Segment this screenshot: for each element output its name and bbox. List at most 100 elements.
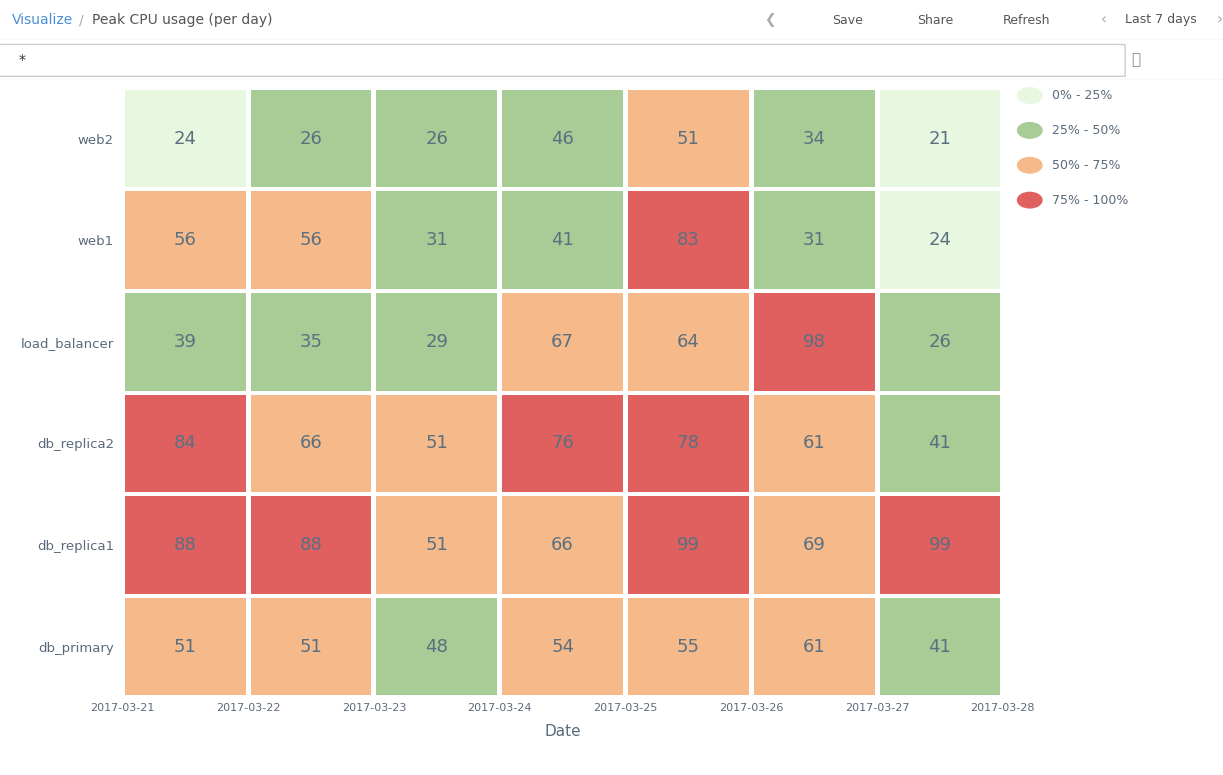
- Bar: [251, 90, 372, 188]
- Bar: [251, 394, 372, 492]
- Bar: [627, 191, 748, 289]
- Text: 55: 55: [676, 638, 700, 656]
- Bar: [125, 90, 246, 188]
- Text: ‹: ‹: [1101, 12, 1107, 27]
- Text: 54: 54: [552, 638, 574, 656]
- Text: 41: 41: [928, 435, 951, 453]
- Text: 26: 26: [928, 332, 951, 351]
- Bar: [125, 598, 246, 695]
- Text: *: *: [18, 53, 26, 67]
- Text: 34: 34: [802, 129, 826, 147]
- Text: ›: ›: [1217, 12, 1223, 27]
- Text: 78: 78: [678, 435, 700, 453]
- Bar: [879, 191, 1000, 289]
- Bar: [753, 496, 874, 594]
- Bar: [627, 293, 748, 391]
- Text: 88: 88: [300, 536, 323, 554]
- Text: 66: 66: [300, 435, 323, 453]
- Text: 31: 31: [426, 231, 448, 250]
- Text: 🔍: 🔍: [1131, 53, 1140, 67]
- Text: 51: 51: [678, 129, 700, 147]
- Text: 26: 26: [300, 129, 323, 147]
- Text: 88: 88: [174, 536, 197, 554]
- Text: 51: 51: [174, 638, 197, 656]
- Text: 69: 69: [802, 536, 826, 554]
- Text: 64: 64: [678, 332, 700, 351]
- Text: 61: 61: [802, 435, 826, 453]
- Text: 25% - 50%: 25% - 50%: [1052, 124, 1120, 137]
- Text: 98: 98: [802, 332, 826, 351]
- Bar: [753, 191, 874, 289]
- Bar: [879, 394, 1000, 492]
- Text: 83: 83: [678, 231, 700, 250]
- Text: 0% - 25%: 0% - 25%: [1052, 89, 1112, 102]
- Bar: [627, 496, 748, 594]
- Text: 29: 29: [426, 332, 449, 351]
- Bar: [125, 496, 246, 594]
- Bar: [377, 293, 498, 391]
- Bar: [753, 598, 874, 695]
- Text: 39: 39: [174, 332, 197, 351]
- Text: Share: Share: [917, 13, 954, 26]
- Bar: [627, 394, 748, 492]
- Bar: [879, 496, 1000, 594]
- Bar: [125, 191, 246, 289]
- Text: 56: 56: [174, 231, 197, 250]
- Bar: [879, 90, 1000, 188]
- Text: 24: 24: [928, 231, 951, 250]
- Bar: [753, 394, 874, 492]
- Bar: [377, 496, 498, 594]
- Text: 26: 26: [426, 129, 448, 147]
- Text: 51: 51: [426, 435, 448, 453]
- Bar: [377, 394, 498, 492]
- Text: /: /: [79, 13, 84, 27]
- X-axis label: Date: Date: [544, 724, 581, 739]
- Bar: [251, 496, 372, 594]
- Text: Refresh: Refresh: [1003, 13, 1051, 26]
- Text: 21: 21: [928, 129, 951, 147]
- Text: 84: 84: [174, 435, 197, 453]
- Text: 76: 76: [552, 435, 574, 453]
- Bar: [503, 496, 623, 594]
- Text: 31: 31: [802, 231, 826, 250]
- Bar: [377, 191, 498, 289]
- Text: Visualize: Visualize: [12, 13, 73, 27]
- Bar: [627, 598, 748, 695]
- Bar: [503, 293, 623, 391]
- Bar: [879, 598, 1000, 695]
- Bar: [503, 394, 623, 492]
- Bar: [503, 598, 623, 695]
- Text: 41: 41: [928, 638, 951, 656]
- Bar: [503, 191, 623, 289]
- Text: ❮: ❮: [764, 13, 777, 27]
- Bar: [251, 293, 372, 391]
- Text: Last 7 days: Last 7 days: [1125, 13, 1197, 26]
- Bar: [503, 90, 623, 188]
- Bar: [377, 90, 498, 188]
- Text: 50% - 75%: 50% - 75%: [1052, 159, 1120, 172]
- Bar: [753, 90, 874, 188]
- Text: 56: 56: [300, 231, 323, 250]
- Text: 35: 35: [300, 332, 323, 351]
- Text: 51: 51: [426, 536, 448, 554]
- Text: 75% - 100%: 75% - 100%: [1052, 194, 1128, 207]
- Text: 67: 67: [552, 332, 574, 351]
- Text: 61: 61: [802, 638, 826, 656]
- Text: 48: 48: [426, 638, 448, 656]
- Bar: [251, 191, 372, 289]
- Text: 66: 66: [552, 536, 574, 554]
- Bar: [251, 598, 372, 695]
- Text: Save: Save: [832, 13, 862, 26]
- Bar: [627, 90, 748, 188]
- Text: 41: 41: [552, 231, 574, 250]
- Bar: [879, 293, 1000, 391]
- FancyBboxPatch shape: [0, 44, 1125, 77]
- Text: 99: 99: [928, 536, 951, 554]
- Bar: [125, 293, 246, 391]
- Text: 99: 99: [676, 536, 700, 554]
- Bar: [753, 293, 874, 391]
- Bar: [125, 394, 246, 492]
- Bar: [377, 598, 498, 695]
- Text: 24: 24: [174, 129, 197, 147]
- Text: 51: 51: [300, 638, 323, 656]
